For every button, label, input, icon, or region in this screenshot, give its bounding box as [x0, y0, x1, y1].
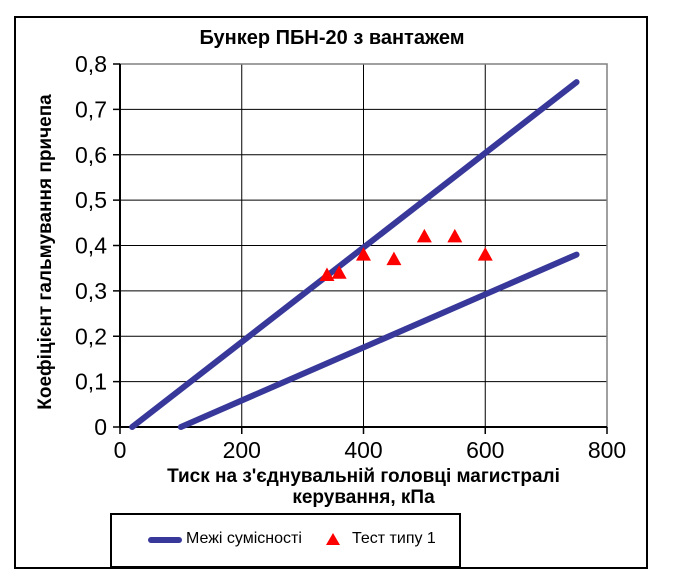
x-tick-label: 600: [466, 437, 504, 463]
test-point-marker: [319, 267, 335, 281]
y-tick-label: 0,4: [75, 233, 107, 259]
series-Межі сумісності: [129, 79, 580, 430]
axis-tick-labels: 0 200 400 600 800 0 0,1 0,2 0,3 0,4 0,5 0,6 0,7 0,8: [75, 51, 626, 463]
axis-ticks: [113, 63, 608, 434]
test-point-marker: [386, 251, 402, 266]
gridlines: [120, 64, 607, 427]
x-axis-title: Тиск на з'єднувальній головці магистралі…: [120, 466, 607, 508]
legend-label-test: Тест типу 1: [352, 529, 436, 547]
test-point-marker: [356, 247, 371, 261]
test-point-marker: [416, 228, 432, 243]
y-tick-label: 0,3: [75, 278, 107, 304]
y-tick-label: 0,7: [75, 96, 107, 122]
x-axis-title-text: Тиск на з'єднувальній головці магистралі…: [167, 466, 560, 508]
x-tick-label: 400: [344, 437, 382, 463]
x-tick-label: 800: [588, 437, 626, 463]
y-tick-label: 0,6: [75, 142, 107, 168]
axis-lines: [119, 64, 607, 428]
y-tick-label: 0,2: [75, 323, 107, 349]
chart-title: Бункер ПБН-20 з вантажем: [199, 27, 465, 49]
test-point-marker: [477, 247, 493, 261]
legend-label-limits: Межі сумісності: [186, 529, 302, 547]
x-tick-label: 0: [114, 437, 127, 463]
y-tick-label: 0,1: [75, 369, 107, 395]
test-point-marker: [447, 228, 463, 243]
legend: Межі сумісності Тест типу 1: [110, 513, 461, 568]
legend-triangle-icon: [326, 533, 340, 545]
upper-compatibility-limit: [129, 79, 580, 430]
test-point-marker: [331, 265, 347, 279]
lower-compatibility-limit: [177, 251, 580, 430]
y-tick-label: 0,5: [75, 187, 107, 213]
series-Тест типу 1: [319, 228, 493, 281]
y-tick-label: 0: [94, 414, 107, 440]
x-tick-label: 200: [223, 437, 261, 463]
y-tick-label: 0,8: [75, 51, 107, 77]
legend-line-swatch: [148, 537, 182, 543]
